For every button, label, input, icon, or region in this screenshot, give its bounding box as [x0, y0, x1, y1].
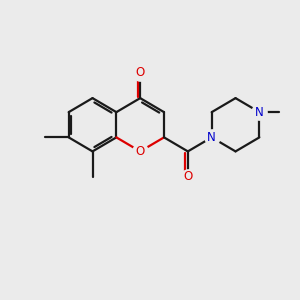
- Text: O: O: [136, 66, 145, 80]
- Text: N: N: [207, 131, 216, 144]
- Text: O: O: [183, 170, 193, 183]
- Text: N: N: [255, 106, 264, 118]
- Text: O: O: [136, 145, 145, 158]
